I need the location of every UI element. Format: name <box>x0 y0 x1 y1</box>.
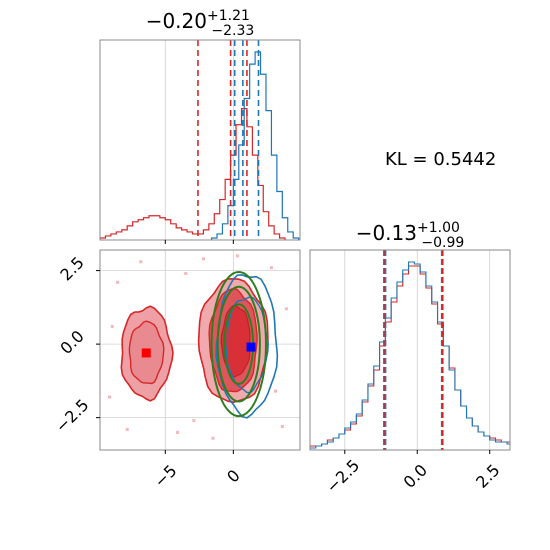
title-value: −0.20 <box>146 9 207 33</box>
top-histogram-plot-area <box>100 40 300 240</box>
y-tick-label: 2.5 <box>56 253 87 284</box>
sample-point <box>201 257 205 261</box>
sample-point <box>280 424 284 428</box>
blue-contour-inner <box>226 296 269 394</box>
top-histogram-title: −0.20+1.21 −2.33 <box>146 8 255 39</box>
title-lower-error: −0.99 <box>421 235 464 251</box>
x-tick-label: −5 <box>150 461 180 491</box>
contour-frame <box>99 249 301 451</box>
blue-histogram <box>310 261 510 450</box>
contour-panel: −5 0 2.5 0.0 −2.5 <box>52 249 301 491</box>
y-tick-label: 0.0 <box>56 327 87 358</box>
sample-point <box>284 307 288 311</box>
sample-point <box>274 389 278 393</box>
right-histogram-title: −0.13+1.00 −0.99 <box>356 220 465 251</box>
sample-point <box>269 266 273 270</box>
sample-point <box>184 272 188 276</box>
x-tick-label: 0.0 <box>400 460 431 491</box>
kl-annotation: KL = 0.5442 <box>385 149 496 170</box>
sample-point <box>176 430 180 434</box>
green-ellipse <box>216 285 261 403</box>
title-upper-error: +1.21 <box>207 8 250 24</box>
top-histogram-frame <box>99 39 301 241</box>
top-histogram-panel: −0.20+1.21 −2.33 <box>99 8 301 244</box>
sample-point <box>110 324 114 328</box>
x-tick-label: −2.5 <box>322 456 363 497</box>
right-histogram-panel: −0.13+1.00 −0.99 −2.5 0.0 2.5 <box>309 220 511 497</box>
red-marker <box>141 348 151 358</box>
sample-point <box>139 260 143 264</box>
contour-plot-area <box>100 250 300 450</box>
sample-point <box>211 436 215 440</box>
x-tick-label: 0 <box>223 466 244 487</box>
sample-point <box>125 427 129 431</box>
blue-marker <box>246 342 256 352</box>
title-upper-error: +1.00 <box>417 220 460 236</box>
right-histogram-frame <box>309 249 511 451</box>
title-value: −0.13 <box>356 221 417 245</box>
red-histogram <box>310 265 510 450</box>
red-histogram <box>100 108 286 240</box>
y-tick-label: −2.5 <box>52 395 93 436</box>
green-ellipse <box>210 271 267 418</box>
sample-point <box>235 254 239 258</box>
right-histogram-plot-area <box>310 250 510 450</box>
sample-point <box>192 419 196 423</box>
x-tick-label: 2.5 <box>472 460 503 491</box>
sample-point <box>116 280 120 284</box>
blue-contour-outer <box>215 274 279 419</box>
title-lower-error: −2.33 <box>211 23 254 39</box>
blue-histogram <box>210 51 300 240</box>
sample-point <box>108 395 112 399</box>
